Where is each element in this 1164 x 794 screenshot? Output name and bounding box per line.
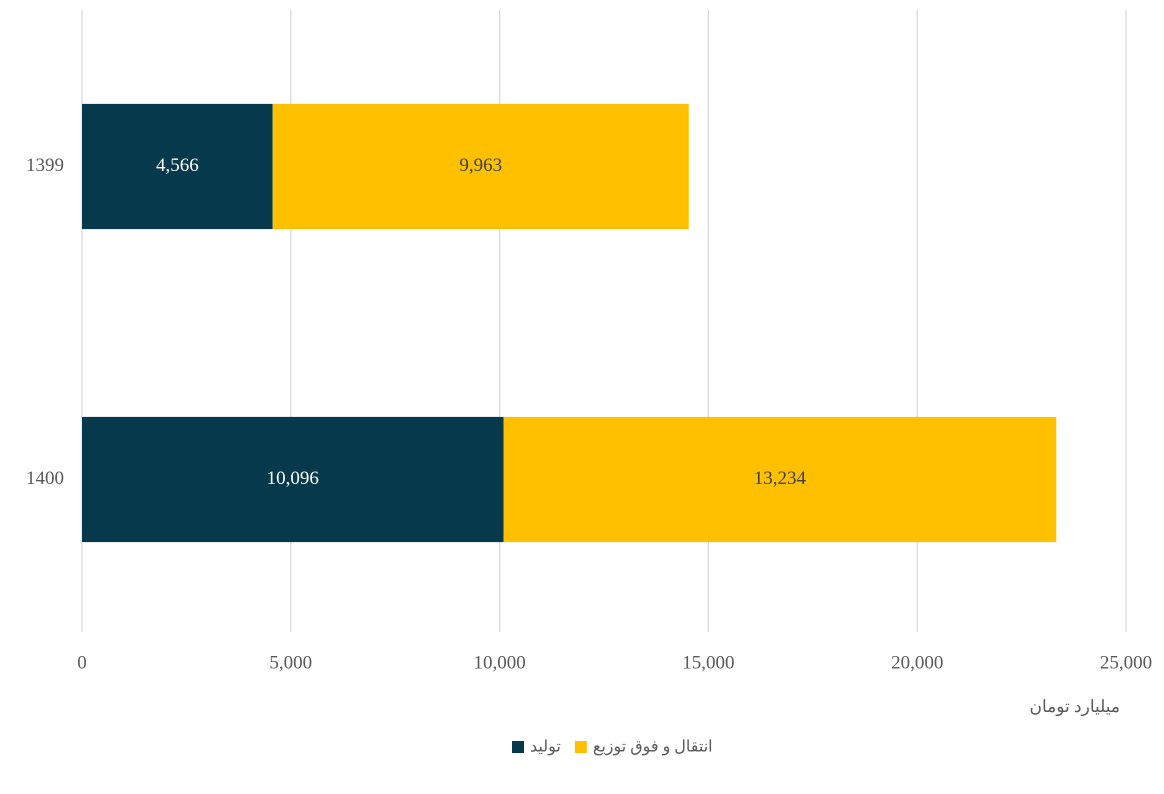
legend-label: تولید bbox=[530, 739, 561, 756]
bar-segment bbox=[503, 416, 1057, 543]
legend-label: انتقال و فوق توزیع bbox=[593, 739, 713, 756]
x-axis-label: میلیارد تومان bbox=[1030, 697, 1121, 717]
x-tick-label: 20,000 bbox=[891, 652, 943, 673]
bar-segment bbox=[82, 416, 504, 543]
y-tick-label: 1399 bbox=[26, 155, 64, 176]
legend-swatch bbox=[574, 741, 587, 753]
bar-segment bbox=[82, 103, 273, 230]
x-tick-label: 10,000 bbox=[473, 652, 525, 673]
data-label: 10,096 bbox=[267, 468, 319, 489]
x-tick-label: 0 bbox=[77, 652, 87, 673]
x-tick-label: 15,000 bbox=[682, 652, 734, 673]
x-tick-label: 25,000 bbox=[1100, 652, 1152, 673]
bar-segment bbox=[272, 103, 689, 230]
x-tick-label: 5,000 bbox=[269, 652, 312, 673]
data-label: 13,234 bbox=[754, 468, 807, 489]
legend-swatch bbox=[512, 741, 524, 753]
data-label: 9,963 bbox=[459, 155, 502, 176]
data-label: 4,566 bbox=[156, 155, 199, 176]
y-tick-label: 1400 bbox=[26, 468, 64, 489]
